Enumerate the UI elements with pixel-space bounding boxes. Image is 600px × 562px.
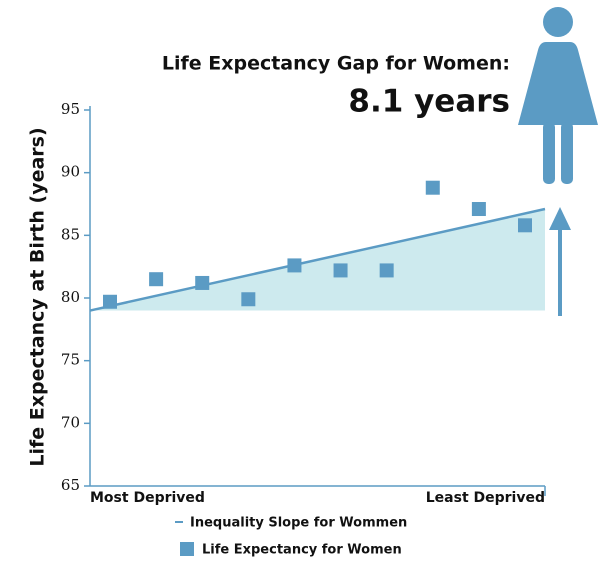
data-point <box>425 180 440 195</box>
y-axis-label: Life Expectancy at Birth (years) <box>27 127 49 466</box>
x-axis-label: Least Deprived <box>426 490 545 506</box>
data-point <box>333 263 348 278</box>
y-tick-label: 75 <box>61 351 80 369</box>
data-point <box>149 272 164 287</box>
chart-subtitle: 8.1 years <box>348 84 510 120</box>
y-tick-label: 85 <box>61 225 80 243</box>
gap-arrow <box>549 207 571 316</box>
data-point <box>379 263 394 278</box>
data-point <box>195 275 210 290</box>
y-tick-label: 90 <box>61 163 80 181</box>
y-tick-label: 65 <box>61 476 80 494</box>
legend-swatch <box>180 542 194 556</box>
data-point <box>103 294 117 309</box>
trend-line <box>89 207 546 312</box>
woman-icon <box>518 7 598 184</box>
y-tick-label: 70 <box>61 413 80 431</box>
data-point <box>287 258 302 273</box>
data-point <box>241 292 256 307</box>
y-tick-label: 80 <box>61 288 80 306</box>
x-axis-label: Most Deprived <box>90 490 205 506</box>
legend-label: Inequality Slope for Wommen <box>190 516 407 531</box>
y-tick-label: 95 <box>61 100 80 118</box>
legend-label: Life Expectancy for Women <box>202 543 402 558</box>
chart-title: Life Expectancy Gap for Women: <box>162 53 510 75</box>
data-point <box>518 218 532 233</box>
data-point <box>471 202 486 217</box>
